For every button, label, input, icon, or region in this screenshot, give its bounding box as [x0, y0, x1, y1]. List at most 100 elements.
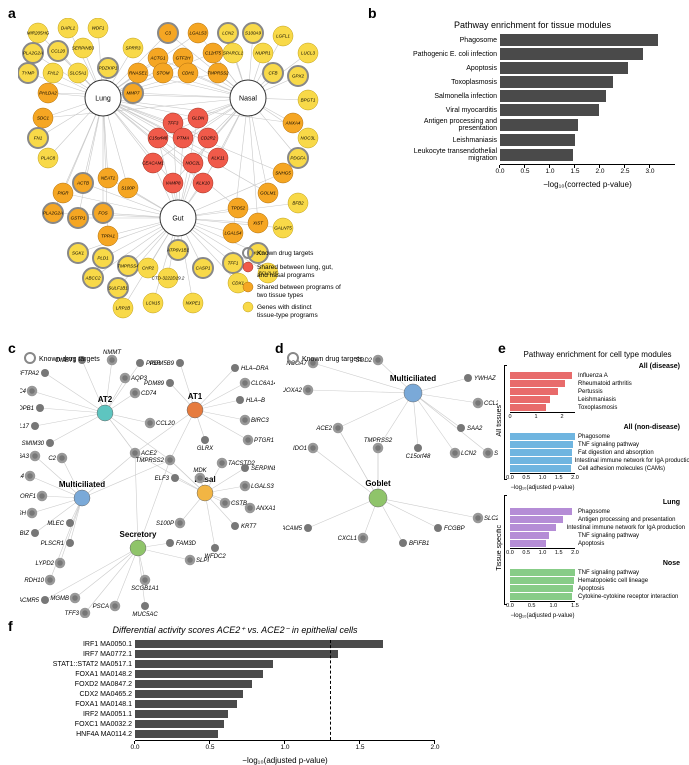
bar-row: FOXA1 MA0148.2 — [25, 670, 445, 678]
bar-row: Cell adhesion molecules (CAMs) — [510, 465, 685, 472]
svg-text:TPPA1: TPPA1 — [101, 234, 115, 239]
bar-fill — [135, 720, 224, 728]
svg-text:C15orf48: C15orf48 — [149, 136, 168, 141]
x-axis: 0.00.51.01.5 — [510, 601, 575, 613]
bar-label: Salmonella infection — [385, 93, 500, 100]
svg-text:SLC26A4: SLC26A4 — [484, 516, 498, 522]
svg-text:and nasal programs: and nasal programs — [257, 272, 315, 279]
bar-fill — [135, 690, 243, 698]
svg-text:TFF3: TFF3 — [168, 121, 179, 126]
svg-text:Secretory: Secretory — [120, 530, 157, 539]
bar-row: FOXA1 MA0148.1 — [25, 700, 445, 708]
bar-fill — [500, 134, 575, 146]
svg-text:Multiciliated: Multiciliated — [390, 374, 436, 383]
bar-label: IRF7 MA0772.1 — [25, 651, 135, 658]
svg-text:PHLDA2: PHLDA2 — [39, 91, 57, 96]
bar-track — [510, 577, 575, 584]
bar-fill — [510, 380, 565, 387]
bar-fill — [510, 441, 573, 448]
svg-text:SPRR3: SPRR3 — [125, 46, 141, 51]
svg-text:SRD6A3: SRD6A3 — [20, 454, 30, 460]
svg-text:DAPL1: DAPL1 — [61, 26, 76, 31]
svg-text:PTGR1: PTGR1 — [254, 438, 274, 444]
svg-text:GPX2: GPX2 — [292, 74, 305, 79]
bar-fill — [135, 650, 338, 658]
bar-row: Fat digestion and absorption — [510, 449, 685, 456]
bar-label: Leishmaniasis — [575, 397, 616, 403]
bar-label: Intestinal immune network for IgA produc… — [564, 525, 685, 531]
svg-text:ATP6V1B1: ATP6V1B1 — [166, 248, 189, 253]
x-axis: 0.00.51.01.52.0 — [510, 548, 575, 560]
bar-label: Toxoplasmosis — [385, 79, 500, 86]
bar-label: Apoptosis — [385, 65, 500, 72]
bar-row: Apoptosis — [510, 540, 685, 547]
bar-track — [510, 404, 575, 411]
network-d: MulticiliatedGobletNCOA7SOD2DUOXA2YWHAZC… — [283, 348, 498, 568]
chart-title: Pathway enrichment for tissue modules — [385, 20, 680, 30]
svg-text:CD2R2: CD2R2 — [201, 136, 216, 141]
svg-text:RNASE1: RNASE1 — [129, 71, 148, 76]
bar-fill — [510, 577, 574, 584]
subchart-title: Lung — [510, 499, 685, 506]
svg-text:SAA1: SAA1 — [494, 451, 498, 457]
bar-fill — [510, 388, 558, 395]
svg-text:CLC6A14: CLC6A14 — [251, 381, 275, 387]
chart-e: Pathway enrichment for cell type modules… — [510, 350, 685, 627]
svg-text:FN1: FN1 — [34, 136, 43, 141]
svg-text:PLA2G2A: PLA2G2A — [23, 51, 43, 56]
svg-text:FHL2: FHL2 — [47, 71, 59, 76]
svg-text:LGALS3: LGALS3 — [251, 484, 274, 490]
svg-text:tissue-type programs: tissue-type programs — [257, 312, 318, 319]
panel-c-label: c — [8, 340, 16, 356]
svg-text:XIST: XIST — [252, 221, 264, 226]
bar-track — [500, 104, 675, 116]
bar-track — [510, 372, 575, 379]
svg-text:C12rf75: C12rf75 — [205, 51, 222, 56]
svg-text:SULF1B1: SULF1B1 — [108, 286, 128, 291]
subchart-title: Nose — [510, 560, 685, 567]
bar-row: FOXD2 MA0847.2 — [25, 680, 445, 688]
bar-row: Pertussis — [510, 388, 685, 395]
bar-fill — [500, 149, 573, 161]
bar-label: Cell adhesion molecules (CAMs) — [575, 466, 665, 472]
svg-text:NOC3L: NOC3L — [300, 136, 316, 141]
bar-row: FOXC1 MA0032.2 — [25, 720, 445, 728]
bar-track — [135, 670, 435, 678]
svg-text:PTMA: PTMA — [177, 136, 190, 141]
svg-text:CDX1: CDX1 — [232, 281, 245, 286]
svg-text:CDH1: CDH1 — [182, 71, 195, 76]
svg-text:PSCA: PSCA — [93, 604, 109, 610]
bar-row: IRF7 MA0772.1 — [25, 650, 445, 658]
svg-text:NMMT: NMMT — [103, 350, 122, 356]
bar-track — [510, 465, 575, 472]
svg-text:NEAT1: NEAT1 — [101, 176, 116, 181]
svg-text:FCGBP: FCGBP — [444, 526, 465, 532]
bar-track — [135, 730, 435, 738]
panel-f-label: f — [8, 618, 13, 634]
svg-text:CD74: CD74 — [141, 391, 157, 397]
bar-row: Antigen processing and presentation — [510, 516, 685, 523]
bar-row: Rheumatoid arthritis — [510, 380, 685, 387]
bar-track — [500, 119, 675, 131]
bar-track — [135, 680, 435, 688]
bar-track — [510, 593, 575, 600]
svg-text:CEACMR5: CEACMR5 — [20, 598, 40, 604]
svg-text:SDC4: SDC4 — [20, 389, 27, 395]
x-axis: 0.00.51.01.52.0 — [510, 473, 575, 485]
svg-text:DUOXA2: DUOXA2 — [283, 388, 303, 394]
bar-label: Leukocyte transendothelial migration — [385, 148, 500, 162]
svg-text:TFF3: TFF3 — [65, 611, 80, 617]
svg-text:GLDN: GLDN — [192, 116, 205, 121]
bar-label: CDX2 MA0465.2 — [25, 691, 135, 698]
axis-label: −log₁₀(corrected p-value) — [500, 180, 675, 189]
bar-track — [510, 540, 575, 547]
svg-text:AT1: AT1 — [188, 392, 203, 401]
bar-row: Toxoplasmosis — [510, 404, 685, 411]
svg-text:NUPR1: NUPR1 — [255, 51, 271, 56]
bar-row: Leishmaniasis — [385, 134, 680, 146]
svg-text:ABCC2: ABCC2 — [84, 276, 101, 281]
x-axis: 0.00.51.01.52.02.53.0 — [500, 164, 675, 178]
bar-row: Hematopoietic cell lineage — [510, 577, 685, 584]
axis-label: −log₁₀(adjusted p-value) — [135, 756, 435, 765]
x-axis: 012 — [510, 412, 575, 424]
